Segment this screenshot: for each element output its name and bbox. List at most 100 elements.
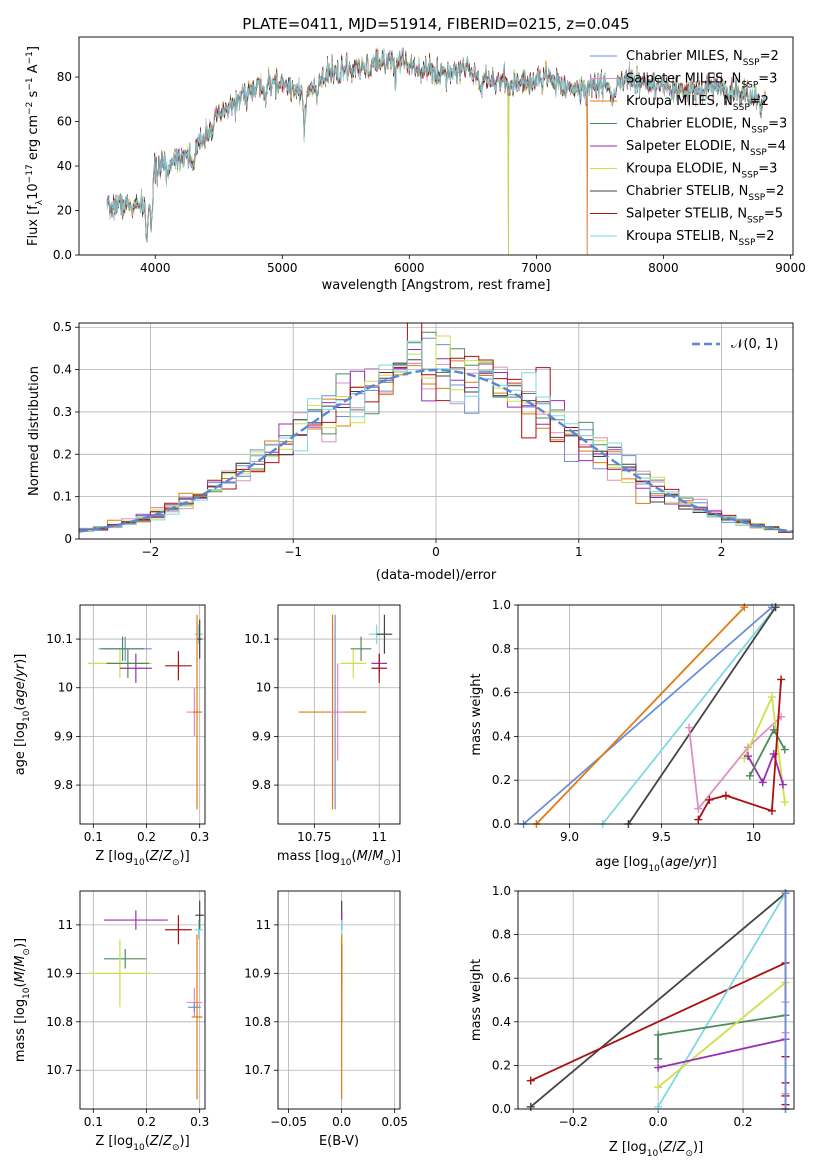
label-part: Z — [149, 849, 160, 864]
label-part: yr — [13, 662, 28, 678]
label-part: ⊙ — [383, 858, 391, 868]
label-part: Salpeter STELIB, N — [626, 207, 747, 222]
x-axis-label: wavelength [Angstrom, rest frame] — [322, 278, 551, 293]
label-part: ⊙ — [22, 948, 32, 956]
label-part: λ — [35, 199, 45, 205]
weight-line-salpeter_miles — [688, 716, 782, 811]
y-tick-label: 10 — [256, 681, 271, 695]
label-part: Kroupa MILES, N — [626, 94, 733, 109]
label-part: (data-model)/error — [376, 568, 497, 583]
legend-entry: Kroupa MILES, NSSP=2 — [626, 94, 769, 113]
x-tick-label: 0.3 — [190, 1115, 209, 1129]
label-part: M — [357, 849, 368, 864]
y-tick-label: 0.6 — [492, 686, 511, 700]
weight-line-kroupa_miles — [535, 606, 745, 825]
y-tick-label: 0.5 — [53, 320, 72, 334]
x-tick-label: 4000 — [140, 261, 171, 275]
y-tick-label: 0.0 — [492, 1102, 511, 1116]
label-part: mass [log — [13, 999, 28, 1062]
label-part: SSP — [747, 216, 764, 226]
label-part: SSP — [741, 81, 758, 91]
label-part: =3 — [768, 117, 787, 132]
label-part: 10 — [647, 1149, 659, 1159]
label-part: Z — [162, 1134, 173, 1149]
label-part: mass weight — [469, 673, 484, 755]
x-axis-label: age [log10(age/yr)] — [595, 855, 717, 874]
x-tick-label: −0.2 — [559, 1115, 588, 1129]
label-part: mass [log — [277, 849, 340, 864]
weight-line-chabrier_miles — [522, 606, 773, 825]
label-part: Chabrier ELODIE, N — [626, 117, 751, 132]
x-tick-label: 10 — [746, 830, 761, 844]
axes-massweight_vs_z: −0.2 0.0 0.20.00.20.40.60.81.0Z [log10(Z/Z… — [469, 884, 795, 1159]
label-part: Salpeter ELODIE, N — [626, 139, 750, 154]
label-part: ( — [13, 706, 28, 711]
label-part: A — [26, 64, 41, 77]
label-part: s — [26, 90, 41, 101]
y-tick-label: 0.6 — [492, 971, 511, 985]
y-tick-label: 0.4 — [53, 363, 72, 377]
label-part: wavelength [Angstrom, rest frame] — [322, 278, 551, 293]
label-part: ⊙ — [172, 1143, 180, 1153]
x-tick-label: 5000 — [267, 261, 298, 275]
y-axis-label: age [log10(age/yr)] — [13, 654, 32, 776]
label-part: M — [372, 849, 383, 864]
label-part: =4 — [767, 139, 786, 154]
label-part: =2 — [755, 229, 774, 244]
x-tick-label: −1 — [284, 545, 302, 559]
y-tick-label: 1.0 — [492, 598, 511, 612]
label-part: / — [368, 849, 373, 864]
x-axis-label: E(B-V) — [319, 1134, 359, 1149]
label-part: / — [159, 1134, 164, 1149]
x-tick-label: 9.0 — [560, 830, 579, 844]
label-part: M — [13, 956, 28, 967]
label-part: SSP — [750, 148, 767, 158]
label-part: age — [665, 855, 689, 870]
label-part: Z [log — [609, 1140, 647, 1155]
x-tick-label: 1 — [575, 545, 583, 559]
legend-entry: Salpeter STELIB, NSSP=5 — [626, 207, 783, 226]
label-part: 10 — [133, 858, 145, 868]
legend-entry: Kroupa ELODIE, NSSP=3 — [626, 162, 777, 181]
label-part: ] — [26, 46, 41, 51]
x-tick-label: −0.05 — [270, 1115, 307, 1129]
y-tick-label: 9.8 — [252, 778, 271, 792]
label-part: =3 — [758, 162, 777, 177]
y-tick-label: 0.0 — [492, 817, 511, 831]
label-part: Kroupa STELIB, N — [626, 229, 739, 244]
y-tick-label: 10.7 — [46, 1063, 73, 1077]
y-axis-label: Normed distribution — [27, 366, 42, 496]
y-axis-label: mass weight — [469, 959, 484, 1041]
y-tick-label: 10.8 — [244, 1015, 271, 1029]
label-part: Normed distribution — [27, 366, 42, 496]
label-part: =2 — [760, 49, 779, 64]
label-part: 10 — [648, 864, 660, 874]
x-tick-label: −2 — [142, 545, 160, 559]
label-part: SSP — [741, 171, 758, 181]
y-tick-label: 10 — [58, 681, 73, 695]
label-part: 𝒩(0, 1) — [731, 337, 778, 352]
legend-entry: Chabrier ELODIE, NSSP=3 — [626, 117, 787, 136]
x-tick-label: 0.2 — [137, 1115, 156, 1129]
label-part: ⊙ — [685, 1149, 693, 1159]
label-part: / — [13, 676, 28, 681]
axes-frame — [78, 36, 794, 256]
y-tick-label: 9.8 — [54, 778, 73, 792]
label-part: −17 — [25, 164, 35, 183]
y-tick-label: 0.4 — [492, 1015, 511, 1029]
x-tick-label: 9.5 — [652, 830, 671, 844]
label-part: ( — [145, 1134, 150, 1149]
x-axis-label: Z [log10(Z/Z⊙)] — [95, 849, 189, 868]
x-tick-label: 0.0 — [332, 1115, 351, 1129]
x-axis-label: Z [log10(Z/Z⊙)] — [95, 1134, 189, 1153]
label-part: erg cm — [26, 115, 41, 164]
label-part: =5 — [764, 207, 783, 222]
legend-entry: 𝒩(0, 1) — [731, 337, 778, 352]
axes-mass_vs_ebv: −0.05 0.0 0.05 10.7 10.8 10.9 11 E(B-V) — [244, 890, 408, 1149]
y-tick-label: 80 — [57, 70, 72, 84]
label-part: −2 — [25, 102, 35, 115]
label-part: )] — [180, 1134, 190, 1149]
y-tick-label: 20 — [57, 204, 72, 218]
